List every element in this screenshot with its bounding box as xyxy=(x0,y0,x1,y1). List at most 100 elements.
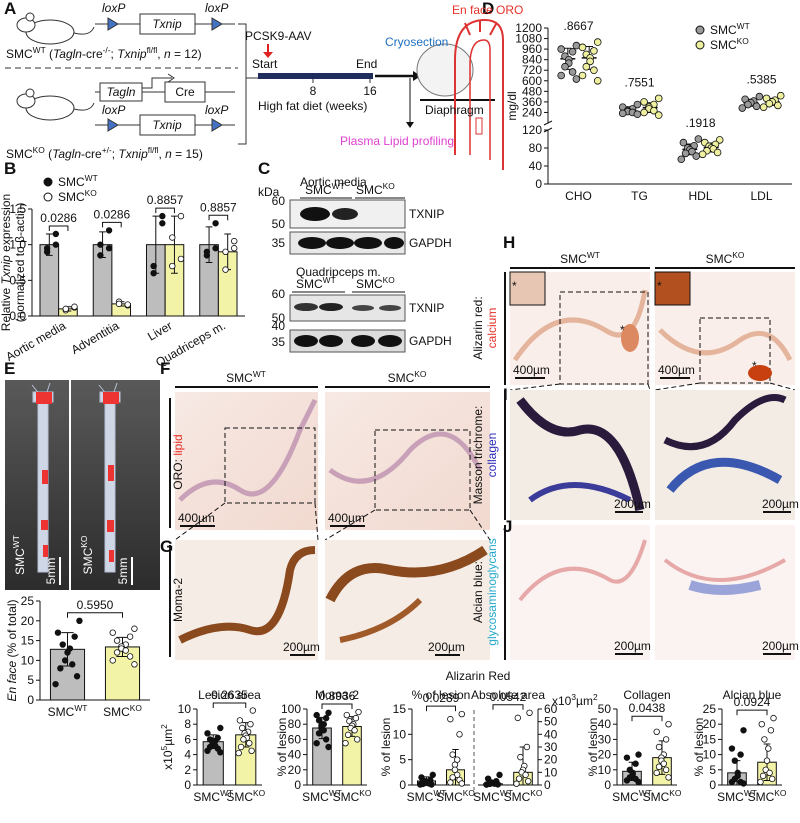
data-point xyxy=(699,151,706,158)
text-run: expression xyxy=(0,194,13,255)
p-value: 0.0438 xyxy=(629,701,666,715)
data-point xyxy=(53,231,59,237)
legend-marker xyxy=(696,41,704,49)
text-run: SMC xyxy=(302,790,329,804)
text-run: SMC xyxy=(333,790,360,804)
y-axis-label: mg/dl xyxy=(505,91,519,120)
data-point xyxy=(768,727,774,733)
data-point xyxy=(55,630,61,636)
data-point xyxy=(756,93,763,100)
scale-label: 200µm xyxy=(762,639,799,653)
text-run: KO xyxy=(737,36,750,46)
data-point xyxy=(69,662,75,668)
text-run: % of lesion xyxy=(275,718,289,777)
data-point xyxy=(654,770,660,776)
group-label: SMCKO xyxy=(388,369,427,385)
data-point xyxy=(579,44,586,51)
data-point xyxy=(448,780,454,786)
text-run: SMC xyxy=(388,371,415,385)
legend-label: SMCKO xyxy=(58,188,97,204)
text-run: KO xyxy=(530,788,543,798)
text-run: KO xyxy=(383,275,396,285)
data-point xyxy=(74,673,80,679)
text-run: SMC xyxy=(226,790,253,804)
text-run: KO xyxy=(85,188,98,198)
bracket xyxy=(427,706,456,711)
stain-label: Masson trichrome: xyxy=(471,406,485,505)
data-point xyxy=(525,778,531,784)
p-value: 0.5950 xyxy=(77,598,114,612)
text-run: ; xyxy=(112,147,119,161)
y-tick-label: 20 xyxy=(21,614,35,628)
y-tick-label: 80 xyxy=(288,717,302,731)
text-run: HDL xyxy=(688,189,712,203)
text-run: ORO: xyxy=(171,456,185,490)
text-run: Tagln xyxy=(53,47,82,61)
text-run: Aortic media xyxy=(3,318,68,364)
data-point xyxy=(205,731,211,737)
scale-label: 400µm xyxy=(513,363,550,377)
data-point xyxy=(98,242,104,248)
text-run: = 12) xyxy=(171,47,202,61)
text-run: µm xyxy=(576,694,593,708)
data-point xyxy=(569,48,576,55)
y-tick-label: 100 xyxy=(281,702,301,716)
x-tick-label: Adventitia xyxy=(69,318,122,357)
legend-label: SMCWT xyxy=(710,21,750,37)
histology-hij xyxy=(505,268,795,660)
section-title: Alizarin Red xyxy=(446,669,511,683)
band-label: TXNIP xyxy=(409,207,444,221)
data-point xyxy=(641,98,648,105)
y-tick-label: 30 xyxy=(544,740,558,754)
scale-label: 200µm xyxy=(283,640,320,654)
text-run: WT xyxy=(323,275,336,285)
y-tick-label: 10 xyxy=(544,765,558,779)
text-run: Txnip xyxy=(117,47,147,61)
data-point xyxy=(53,681,59,687)
data-point xyxy=(666,775,672,781)
data-point xyxy=(764,758,770,764)
text-run: % of lesion xyxy=(379,718,393,777)
data-point xyxy=(63,306,69,312)
text-run: ( xyxy=(45,147,52,161)
data-point xyxy=(663,767,669,773)
legend-label: SMCWT xyxy=(58,173,98,189)
marker-label: 50 xyxy=(272,217,286,231)
y-tick-label: 8 xyxy=(184,717,191,731)
y-tick-label: 0 xyxy=(184,778,191,792)
y-axis-label: Relative Txnip expression xyxy=(0,194,13,331)
data-point xyxy=(573,42,580,49)
y-tick-label: 5 xyxy=(709,763,716,777)
mouse-icons xyxy=(17,13,94,120)
text-run: SMC xyxy=(48,705,75,719)
bracket xyxy=(156,208,175,213)
y-tick-label: 0 xyxy=(544,778,551,792)
scale-label: 200µm xyxy=(614,497,651,511)
text-run: SMC xyxy=(296,277,323,291)
data-point xyxy=(60,642,66,648)
data-point xyxy=(714,149,721,156)
data-point xyxy=(231,245,237,251)
data-point xyxy=(738,752,744,758)
data-point xyxy=(160,213,166,219)
band-label: GAPDH xyxy=(409,236,452,250)
panel-letter: H xyxy=(503,233,515,252)
data-point xyxy=(583,63,590,70)
panel-letter: B xyxy=(4,159,16,178)
text-run: KO xyxy=(79,535,89,548)
y-tick-label: 0 xyxy=(294,778,301,792)
data-point xyxy=(204,253,210,259)
bracket xyxy=(68,613,123,618)
x-tick-label: SMCKO xyxy=(504,788,543,804)
group-label: SMCKO xyxy=(356,181,395,197)
gene-label: Cre xyxy=(175,85,195,99)
data-point xyxy=(65,650,71,656)
text-run: SMC xyxy=(560,252,587,266)
data-point xyxy=(573,76,580,83)
p-value: .8667 xyxy=(563,19,593,33)
x-tick-label: SMCKO xyxy=(643,788,682,804)
p-value: 0.0286 xyxy=(94,207,131,221)
y-tick-label: 40 xyxy=(529,159,543,173)
text-run: KO xyxy=(669,788,682,798)
